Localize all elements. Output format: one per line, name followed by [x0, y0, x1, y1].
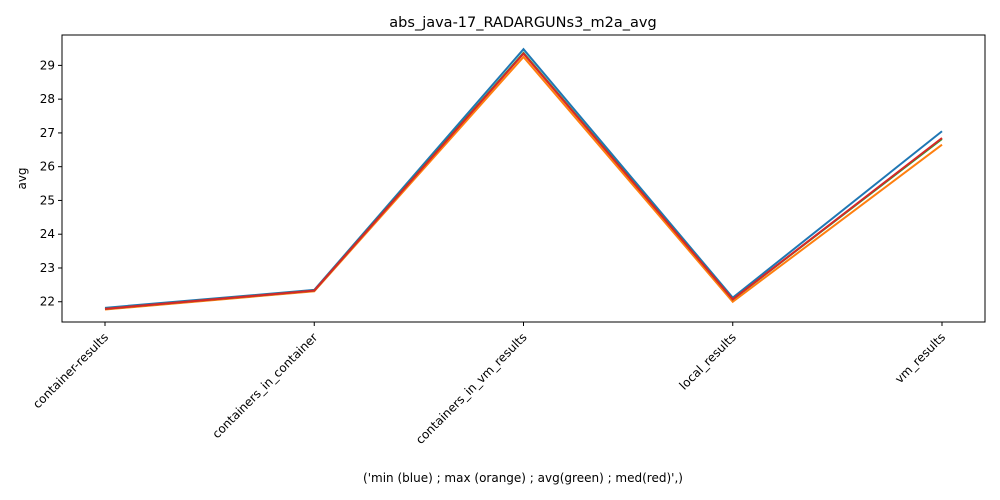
- x-tick-label: local_results: [677, 330, 739, 392]
- y-tick-label: 26: [40, 160, 55, 174]
- x-tick-label: containers_in_container: [209, 330, 320, 441]
- y-tick-label: 25: [40, 193, 55, 207]
- y-axis-label: avg: [15, 167, 29, 189]
- x-tick-label: vm_results: [892, 330, 948, 386]
- x-tick-label: containers_in_vm_results: [413, 330, 530, 447]
- plot-area-frame: [61, 34, 986, 323]
- y-tick-label: 29: [40, 58, 55, 72]
- y-tick-label: 23: [40, 261, 55, 275]
- y-tick-label: 24: [40, 227, 55, 241]
- series-line-2: [104, 51, 943, 310]
- series-line-3: [104, 52, 943, 310]
- x-axis-label: ('min (blue) ; max (orange) ; avg(green)…: [363, 471, 683, 485]
- x-axis: container-results containers_in_container…: [30, 322, 948, 447]
- y-tick-label: 28: [40, 92, 55, 106]
- x-tick-label: container-results: [30, 330, 111, 411]
- y-tick-label: 27: [40, 126, 55, 140]
- series-line-0: [104, 47, 943, 309]
- y-tick-label: 22: [40, 295, 55, 309]
- series-line-1: [104, 55, 943, 311]
- series-layer: [104, 47, 943, 311]
- chart-title: abs_java-17_RADARGUNs3_m2a_avg: [389, 15, 656, 31]
- y-axis: 22 23 24 25 26 27 28 29: [40, 58, 62, 309]
